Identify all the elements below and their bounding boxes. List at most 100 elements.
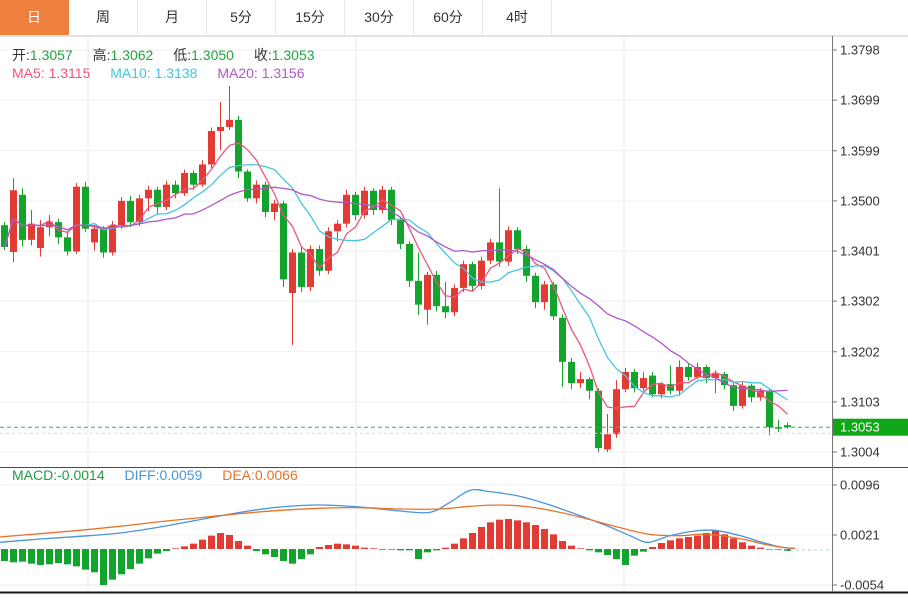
macd-bar: [208, 535, 215, 549]
ma-legend: MA5: 1.3115 MA10: 1.3138 MA20: 1.3156: [12, 65, 305, 81]
high-value: 1.3062: [110, 47, 154, 63]
macd-bar: [595, 549, 602, 553]
macd-bar: [397, 549, 404, 551]
candle-body: [190, 173, 197, 185]
ma5-value: 1.3115: [48, 65, 91, 81]
macd-bar: [514, 520, 521, 549]
axis-layer: 1.3798 1.3699 1.3599 1.3500 1.3401 1.3302 1.32…: [0, 36, 908, 594]
period-tab-3[interactable]: 月: [138, 0, 207, 35]
macd-bar: [559, 540, 566, 549]
macd-bar: [523, 522, 530, 549]
axis-tick-label: 1.3401: [840, 244, 880, 259]
candle-body: [757, 390, 764, 398]
macd-bar: [64, 549, 71, 565]
macd-bar: [676, 538, 683, 549]
macd-bar: [235, 540, 242, 549]
macd-bar: [217, 532, 224, 549]
dea-value: 0.0066: [254, 467, 298, 483]
candle-body: [199, 164, 206, 185]
close-value: 1.3053: [271, 47, 315, 63]
candle-body: [775, 427, 782, 429]
candle-body: [451, 287, 458, 313]
macd-bar: [352, 545, 359, 549]
close-label: 收:: [253, 47, 272, 63]
period-tab-8[interactable]: 4时: [483, 0, 552, 35]
macd-bar: [136, 549, 143, 564]
macd-bar: [766, 549, 773, 550]
macd-bar: [298, 549, 305, 560]
period-tab-5[interactable]: 15分: [276, 0, 345, 35]
macd-bar: [712, 530, 719, 549]
axis-tick-label: 1.3202: [840, 344, 880, 359]
candle-body: [406, 243, 413, 281]
macd-bar: [379, 549, 386, 550]
macd-bar: [541, 528, 548, 549]
dea-label: DEA:: [222, 467, 255, 483]
ohlc-legend: 开:1.3057 高:1.3062 低:1.3050 收:1.3053: [12, 45, 315, 65]
last-price-badge-label: 1.3053: [840, 420, 880, 435]
macd-bar: [721, 534, 728, 549]
macd-bar: [316, 546, 323, 549]
macd-bar: [496, 519, 503, 549]
candle-body: [271, 203, 278, 213]
period-tab-1[interactable]: 日: [0, 0, 69, 35]
period-tab-6[interactable]: 30分: [345, 0, 414, 35]
candle-body: [712, 374, 719, 379]
period-tab-2[interactable]: 周: [69, 0, 138, 35]
macd-bar: [694, 535, 701, 549]
candle-body: [325, 231, 332, 271]
candle-body: [766, 390, 773, 428]
candle-body: [748, 385, 755, 398]
open-label: 开:: [12, 47, 30, 63]
last-price-badge: [833, 418, 908, 436]
candle-body: [109, 225, 116, 253]
axis-tick-label: 0.0021: [840, 527, 880, 542]
candle-body: [415, 280, 422, 305]
candle-body: [514, 230, 521, 249]
candle-body: [550, 284, 557, 317]
ma5-line: [3, 142, 788, 415]
macd-bar: [424, 549, 431, 553]
candle-body: [577, 379, 584, 384]
candle-body: [541, 284, 548, 303]
macd-bar: [28, 549, 35, 564]
macd-bar: [451, 543, 458, 549]
macd-bar: [10, 549, 17, 563]
period-tab-4[interactable]: 5分: [207, 0, 276, 35]
macd-bar: [226, 534, 233, 549]
macd-bar: [127, 549, 134, 570]
macd-bar: [19, 549, 26, 562]
macd-bar: [289, 549, 296, 564]
candle-body: [235, 119, 242, 172]
candle-body: [361, 190, 368, 216]
candle-body: [154, 189, 161, 207]
diff-value: 0.0059: [159, 467, 203, 483]
macd-bar: [253, 549, 260, 552]
macd-bar: [262, 549, 269, 555]
high-label: 高:: [92, 47, 111, 63]
macd-bar: [685, 536, 692, 549]
macd-bar: [46, 549, 53, 565]
candle-body: [118, 200, 125, 226]
ma-lines-layer: [3, 142, 788, 415]
macd-bar: [1, 549, 8, 562]
axis-tick-label: 1.3500: [840, 193, 880, 208]
macd-bar: [361, 547, 368, 549]
macd-bar: [442, 547, 449, 549]
macd-bar: [703, 532, 710, 549]
candle-body: [604, 434, 611, 450]
macd-bar: [307, 549, 314, 555]
macd-bar: [505, 518, 512, 549]
period-tab-7[interactable]: 60分: [414, 0, 483, 35]
candle-body: [460, 264, 467, 288]
candle-body: [694, 366, 701, 378]
candle-body: [136, 198, 143, 223]
macd-bar: [667, 540, 674, 549]
macd-value: -0.0014: [57, 467, 105, 483]
ma10-value: 1.3138: [154, 65, 198, 81]
macd-bar: [433, 549, 440, 551]
candle-body: [82, 186, 89, 229]
candle-body: [397, 220, 404, 244]
macd-bar: [199, 539, 206, 549]
